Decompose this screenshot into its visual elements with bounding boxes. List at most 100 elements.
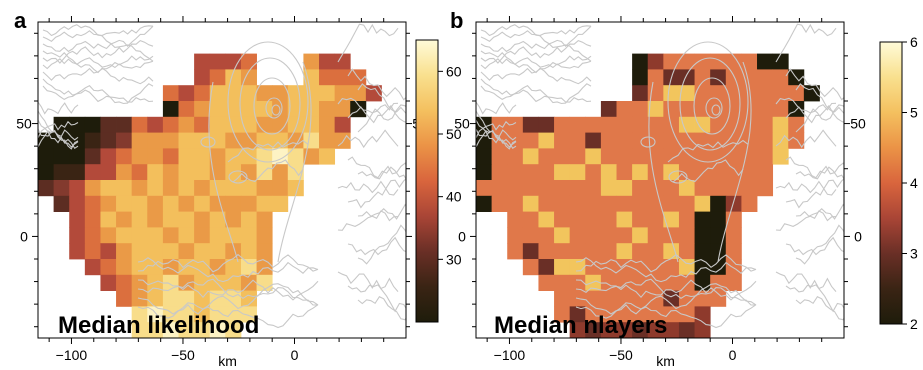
coastline-path bbox=[38, 110, 79, 141]
heatmap-cell bbox=[147, 132, 164, 149]
heatmap-cell bbox=[663, 259, 680, 276]
heatmap-cell bbox=[147, 259, 164, 276]
heatmap-cell bbox=[585, 148, 602, 165]
coastline-path bbox=[476, 101, 517, 115]
heatmap-cell bbox=[162, 180, 179, 197]
heatmap-cell bbox=[507, 195, 524, 212]
heatmap-cell bbox=[131, 322, 148, 338]
heatmap-cell bbox=[147, 227, 164, 244]
heatmap-cell bbox=[256, 180, 273, 197]
heatmap-cell bbox=[585, 195, 602, 212]
heatmap-cell bbox=[632, 69, 649, 86]
heatmap-cell bbox=[240, 148, 257, 165]
heatmap-cell bbox=[240, 227, 257, 244]
heatmap-cell bbox=[69, 227, 86, 244]
heatmap-cell bbox=[522, 132, 539, 149]
heatmap-cell bbox=[100, 116, 117, 133]
heatmap-cell bbox=[554, 227, 571, 244]
heatmap-cell bbox=[334, 53, 351, 70]
colorbar-tick-label: 30 bbox=[446, 251, 462, 267]
heatmap-cell bbox=[209, 116, 226, 133]
coastline-path bbox=[480, 50, 592, 69]
heatmap-cell bbox=[772, 148, 789, 165]
heatmap-cell bbox=[116, 290, 133, 307]
coastline-path bbox=[347, 236, 406, 256]
heatmap-cell bbox=[100, 274, 117, 291]
heatmap-cell bbox=[647, 69, 664, 86]
heatmap-cell bbox=[600, 290, 617, 307]
heatmap-cell bbox=[178, 116, 195, 133]
heatmap-cell bbox=[585, 274, 602, 291]
heatmap-cell bbox=[194, 180, 211, 197]
heatmap-cell bbox=[772, 53, 789, 70]
heatmap-cell bbox=[194, 116, 211, 133]
heatmap-cell bbox=[522, 211, 539, 228]
heatmap-cell bbox=[100, 227, 117, 244]
plot-area bbox=[476, 23, 844, 338]
heatmap-cell bbox=[632, 306, 649, 323]
heatmap-cell bbox=[476, 164, 493, 181]
heatmap-cell bbox=[209, 243, 226, 260]
coastline-path bbox=[357, 83, 406, 115]
heatmap-cell bbox=[53, 195, 70, 212]
heatmap-cell bbox=[585, 322, 602, 338]
x-axis-label: km bbox=[218, 353, 237, 369]
coastline-path bbox=[42, 39, 154, 64]
heatmap-cell bbox=[600, 227, 617, 244]
heatmap-cell bbox=[710, 290, 727, 307]
heatmap-cell bbox=[678, 306, 695, 323]
coastline-path bbox=[42, 30, 154, 62]
heatmap-cell bbox=[162, 227, 179, 244]
heatmap-cell bbox=[162, 101, 179, 118]
heatmap-cell bbox=[38, 164, 55, 181]
heatmap-cell bbox=[84, 132, 101, 149]
heatmap-cell bbox=[334, 69, 351, 86]
heatmap-cell bbox=[53, 148, 70, 165]
coastline-path bbox=[575, 279, 757, 301]
heatmap-cell bbox=[741, 164, 758, 181]
heatmap-cell bbox=[178, 322, 195, 338]
heatmap-cell bbox=[663, 180, 680, 197]
heatmap-cell bbox=[209, 180, 226, 197]
heatmap-cell bbox=[678, 322, 695, 338]
heatmap-cell bbox=[678, 274, 695, 291]
coastline-path bbox=[795, 83, 844, 115]
heatmap-cell bbox=[600, 243, 617, 260]
heatmap-cell bbox=[162, 195, 179, 212]
colorbar-tick-label: 6 bbox=[910, 34, 918, 50]
coastline-path bbox=[480, 83, 592, 105]
heatmap-cell bbox=[757, 69, 774, 86]
heatmap-cell bbox=[772, 132, 789, 149]
heatmap-cell bbox=[100, 132, 117, 149]
heatmap-cell bbox=[240, 101, 257, 118]
heatmap-cell bbox=[694, 195, 711, 212]
heatmap-cell bbox=[194, 227, 211, 244]
heatmap-cell bbox=[194, 322, 211, 338]
coastline-path bbox=[337, 271, 399, 292]
heatmap-cell bbox=[287, 85, 304, 102]
heatmap-cell bbox=[725, 180, 742, 197]
contour-ring bbox=[679, 57, 741, 151]
heatmap-cell bbox=[632, 180, 649, 197]
heatmap-cell bbox=[538, 148, 555, 165]
heatmap-cell bbox=[209, 259, 226, 276]
heatmap-cell bbox=[616, 322, 633, 338]
heatmap-cell bbox=[272, 180, 289, 197]
coastline-path bbox=[480, 55, 592, 81]
heatmap-cell bbox=[772, 101, 789, 118]
heatmap-cell bbox=[632, 322, 649, 338]
heatmap-cell bbox=[131, 227, 148, 244]
heatmap-cell bbox=[632, 132, 649, 149]
heatmap-cell bbox=[554, 132, 571, 149]
heatmap-cell bbox=[632, 211, 649, 228]
coastline-path bbox=[575, 287, 757, 315]
heatmap-cell bbox=[569, 211, 586, 228]
heatmap-cell bbox=[38, 180, 55, 197]
coastline-path bbox=[480, 30, 592, 62]
heatmap-cell bbox=[632, 164, 649, 181]
coastline-path bbox=[476, 120, 517, 139]
heatmap-cell bbox=[538, 243, 555, 260]
contour-ring bbox=[228, 170, 248, 184]
heatmap-cell bbox=[585, 164, 602, 181]
heatmap-cell bbox=[725, 69, 742, 86]
